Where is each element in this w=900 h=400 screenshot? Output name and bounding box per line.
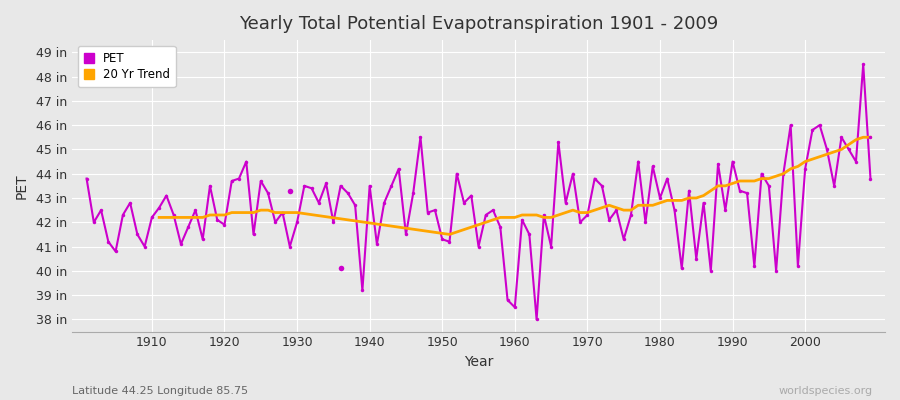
PET <box>140 244 150 249</box>
Line: PET: PET <box>86 64 870 320</box>
20 Yr Trend <box>444 232 454 237</box>
Line: 20 Yr Trend: 20 Yr Trend <box>159 137 870 234</box>
X-axis label: Year: Year <box>464 355 493 369</box>
20 Yr Trend <box>459 227 470 232</box>
20 Yr Trend <box>865 135 876 140</box>
Legend: PET, 20 Yr Trend: PET, 20 Yr Trend <box>78 46 176 87</box>
Text: worldspecies.org: worldspecies.org <box>778 386 873 396</box>
PET <box>858 62 868 67</box>
PET <box>502 298 513 302</box>
20 Yr Trend <box>538 215 549 220</box>
PET <box>531 317 542 322</box>
Title: Yearly Total Potential Evapotranspiration 1901 - 2009: Yearly Total Potential Evapotranspiratio… <box>238 15 718 33</box>
PET <box>299 184 310 188</box>
PET <box>604 218 615 222</box>
20 Yr Trend <box>720 184 731 188</box>
PET <box>865 176 876 181</box>
PET <box>509 305 520 310</box>
Text: Latitude 44.25 Longitude 85.75: Latitude 44.25 Longitude 85.75 <box>72 386 248 396</box>
PET <box>343 191 354 196</box>
20 Yr Trend <box>531 212 542 217</box>
PET <box>81 176 92 181</box>
Y-axis label: PET: PET <box>15 173 29 199</box>
20 Yr Trend <box>154 215 165 220</box>
20 Yr Trend <box>858 135 868 140</box>
20 Yr Trend <box>292 210 302 215</box>
20 Yr Trend <box>633 203 643 208</box>
